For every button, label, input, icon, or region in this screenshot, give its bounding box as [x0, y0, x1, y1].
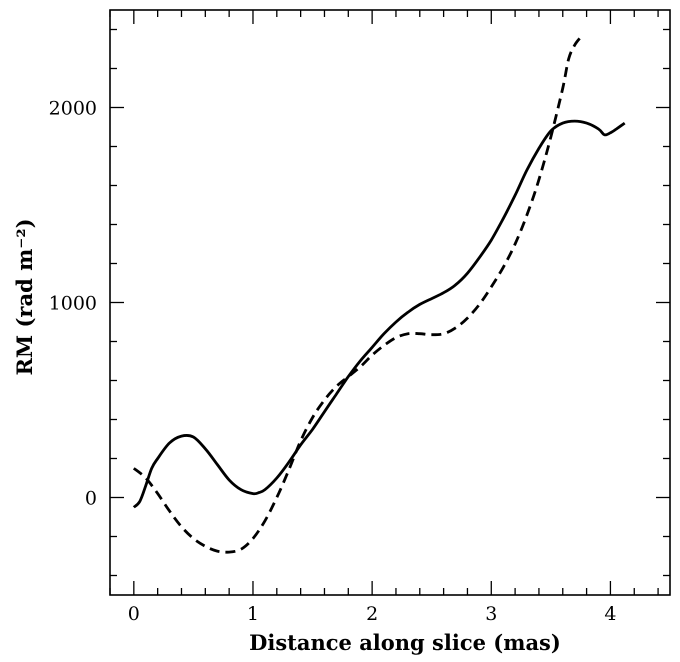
- plot-frame: [109, 9, 671, 596]
- series-line-dashed: [132, 36, 582, 554]
- y-tick-label: 1000: [49, 293, 97, 315]
- x-tick-label: 2: [366, 603, 378, 625]
- y-axis-title: RM (rad m⁻²): [12, 218, 37, 375]
- axis-ticks: [109, 10, 670, 595]
- x-tick-label: 0: [128, 603, 140, 625]
- x-tick-label: 3: [485, 603, 497, 625]
- series-line-solid: [132, 119, 626, 509]
- x-tick-label: 1: [247, 603, 259, 625]
- data-series: [132, 36, 626, 554]
- y-tick-label: 2000: [49, 98, 97, 120]
- x-axis-title: Distance along slice (mas): [249, 630, 561, 655]
- y-tick-label: 0: [85, 488, 97, 510]
- tick-labels: 0 1 2 3 4 0 1000 2000: [49, 98, 617, 626]
- x-tick-label: 4: [604, 603, 616, 625]
